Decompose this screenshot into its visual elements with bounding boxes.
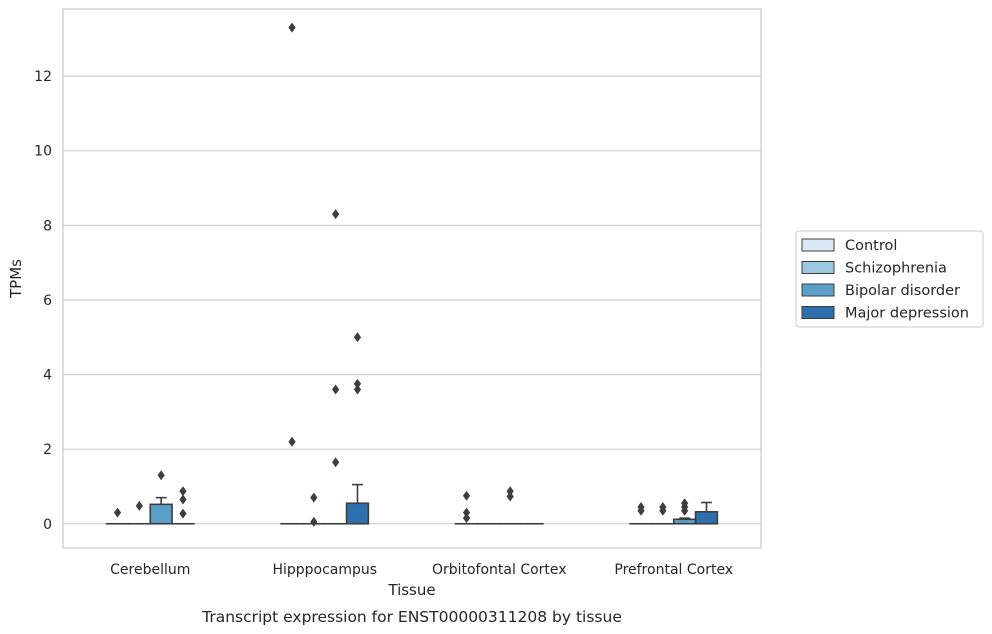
x-axis-label: Tissue (387, 581, 435, 599)
legend-frame (795, 230, 984, 328)
outlier-point (506, 486, 514, 497)
outlier-point (353, 384, 362, 395)
box-schizophrenia (651, 501, 675, 525)
outlier-point (288, 22, 296, 33)
chart-caption: Transcript expression for ENST0000031120… (201, 608, 622, 626)
y-tick-label: 6 (43, 293, 52, 309)
box-bipolar-disorder (149, 470, 173, 525)
outlier-point (462, 507, 471, 518)
y-tick-label: 4 (43, 368, 52, 384)
outlier-point (681, 505, 689, 516)
y-tick-label: 0 (43, 517, 52, 533)
gridlines (63, 75, 761, 525)
outlier-point (179, 508, 187, 519)
legend-entry: Schizophrenia (845, 261, 947, 277)
outlier-point (179, 494, 187, 505)
y-tick-label: 2 (43, 442, 52, 458)
legend-entry: Major depression (845, 306, 969, 322)
boxes (105, 22, 719, 527)
legend-entry: Control (845, 238, 897, 254)
outlier-point (353, 332, 362, 343)
outlier-point (113, 507, 122, 518)
outlier-point (332, 384, 340, 395)
legend-swatch (801, 261, 835, 274)
outlier-point (462, 513, 471, 524)
legend: Control Schizophrenia Bipolar disorder Majo… (795, 230, 984, 328)
outlier-point (288, 436, 296, 447)
x-tick-labels: Cerebellum Hipppocampus Orbitofontal Corte… (110, 562, 733, 578)
x-tick-label: Cerebellum (110, 562, 190, 578)
outlier-point (462, 490, 471, 501)
x-tick-label: Orbitofontal Cortex (432, 562, 567, 578)
outlier-point (332, 457, 340, 468)
outlier-point (659, 505, 667, 516)
outlier-point (506, 491, 514, 502)
outlier-point (310, 516, 318, 527)
outlier-point (332, 209, 340, 220)
legend-swatch (801, 283, 835, 297)
box-control (280, 22, 304, 525)
box-control (105, 507, 130, 525)
box-control (629, 501, 653, 525)
legend-entry: Bipolar disorder (845, 283, 960, 299)
box-body (694, 511, 719, 525)
y-tick-label: 8 (43, 218, 52, 234)
legend-swatch (801, 306, 835, 319)
box-schizophrenia (127, 500, 152, 525)
box-body (345, 502, 370, 525)
box-major-depression (694, 501, 719, 525)
outlier-point (179, 486, 187, 497)
y-axis-label: TPMs (7, 259, 25, 299)
y-tick-label: 10 (34, 144, 52, 160)
box-schizophrenia (302, 492, 326, 527)
box-bipolar-disorder (323, 209, 348, 525)
x-tick-label: Prefrontal Cortex (614, 562, 733, 578)
x-tick-label: Hipppocampus (272, 562, 377, 578)
box-bipolar-disorder (498, 486, 522, 525)
outlier-point (637, 505, 645, 516)
box-bipolar-disorder (672, 498, 697, 525)
y-tick-label: 12 (34, 69, 52, 85)
outlier-point (310, 492, 318, 503)
outlier-point (135, 500, 143, 511)
y-tick-labels: 0 2 4 6 8 10 12 (34, 69, 52, 533)
box-major-depression (345, 332, 370, 525)
plot-frame (62, 8, 762, 549)
outlier-point (353, 378, 362, 389)
outlier-point (157, 470, 165, 481)
box-control (454, 490, 479, 525)
box-body (149, 503, 173, 525)
box-major-depression (171, 486, 195, 525)
legend-swatch (801, 238, 835, 252)
